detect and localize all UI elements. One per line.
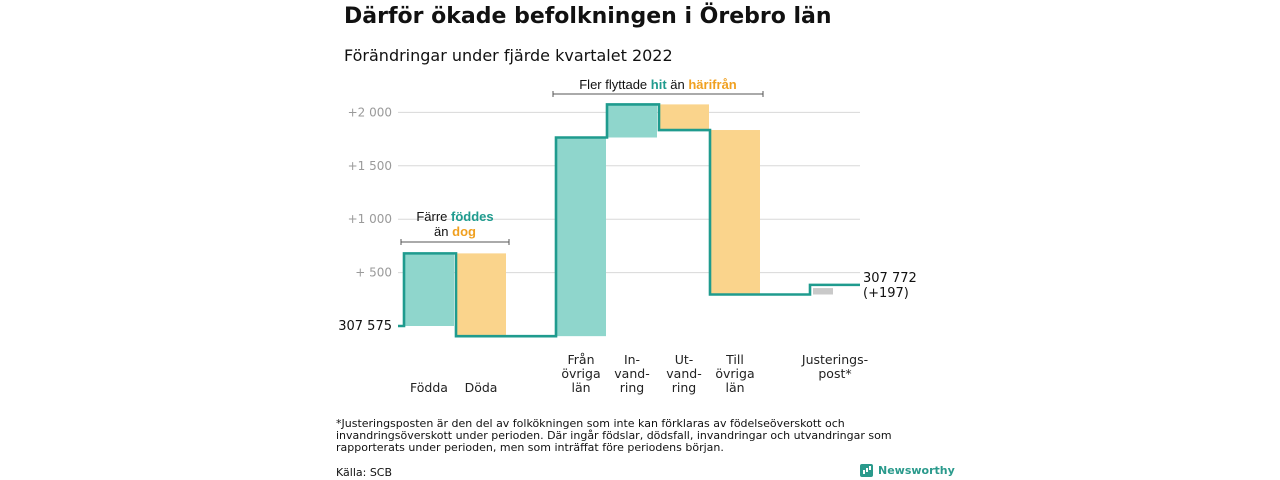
category-label: övriga bbox=[561, 366, 600, 381]
end-value-label: 307 772 bbox=[863, 271, 917, 286]
y-tick-label: +1 500 bbox=[348, 159, 392, 173]
waterfall-chart: + 500 +1 000 +1 500 +2 000 307 575 307 772(+1… bbox=[338, 77, 917, 395]
category-label: län bbox=[725, 380, 744, 395]
bar bbox=[710, 130, 760, 295]
category-label: vand- bbox=[666, 366, 701, 381]
category-label: ring bbox=[672, 380, 696, 395]
chart-title: Därför ökade befolkningen i Örebro län bbox=[344, 4, 832, 29]
bar bbox=[813, 288, 833, 295]
bar bbox=[556, 137, 606, 337]
category-label: vand- bbox=[614, 366, 649, 381]
bar bbox=[659, 104, 709, 131]
waterfall-line bbox=[398, 103, 860, 338]
category-label: Döda bbox=[465, 380, 498, 395]
y-tick-label: +1 000 bbox=[348, 212, 392, 226]
category-label: Födda bbox=[410, 380, 448, 395]
chart-icon bbox=[860, 464, 873, 477]
annotation-births-line1: Färre föddes bbox=[416, 209, 493, 224]
category-label: län bbox=[571, 380, 590, 395]
y-tick-label: +2 000 bbox=[348, 105, 392, 119]
category-label: Till bbox=[725, 352, 744, 367]
brand-name: Newsworthy bbox=[878, 464, 955, 477]
end-change-label: (+197) bbox=[863, 286, 909, 301]
category-label: ring bbox=[620, 380, 644, 395]
y-tick-label: + 500 bbox=[355, 266, 392, 280]
brand-logo: Newsworthy bbox=[860, 464, 955, 477]
start-value-label: 307 575 bbox=[338, 319, 392, 334]
bar bbox=[607, 104, 657, 138]
category-label: övriga bbox=[715, 366, 754, 381]
source-credit: Källa: SCB bbox=[336, 466, 393, 479]
category-label: In- bbox=[624, 352, 640, 367]
annotation-migration: Fler flyttade hit än härifrån bbox=[579, 77, 737, 92]
chart-subtitle: Förändringar under fjärde kvartalet 2022 bbox=[344, 46, 673, 65]
category-label: Från bbox=[567, 352, 594, 367]
bar bbox=[404, 253, 454, 326]
annotation-births-line2: än dog bbox=[434, 224, 476, 239]
footnote: *Justeringsposten är den del av folkökni… bbox=[336, 417, 892, 454]
category-label: Ut- bbox=[675, 352, 694, 367]
category-label: post* bbox=[818, 366, 851, 381]
bar bbox=[456, 253, 506, 337]
category-label: Justerings- bbox=[801, 352, 868, 367]
